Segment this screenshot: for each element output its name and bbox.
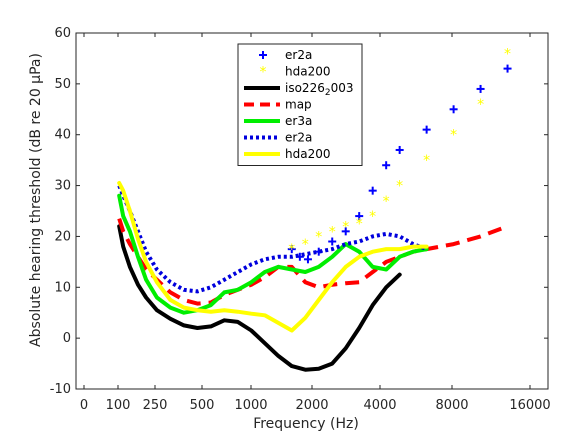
x-tick-label: 100 [106,398,131,413]
x-tick-label: 0 [80,398,88,413]
x-tick-label: 500 [190,398,215,413]
legend-label: hda200 [285,147,330,161]
data-point-star: * [477,97,484,113]
series-line [117,184,428,294]
series-line [117,224,402,372]
data-point-star: * [423,153,430,169]
x-tick-label: 8000 [435,398,468,413]
data-point-star: * [383,194,390,210]
plot-layer: * * * * * * * * * * * * * [117,46,512,372]
series-er2a-dotted [117,184,428,294]
x-tick-label: 2000 [295,398,328,413]
axes-layer: 0 100 250 500 1000 2000 4000 8000 16000 -10 0 10 20 3… [50,26,551,413]
y-tick-label: 0 [63,331,71,346]
legend-marker-star: * [260,65,267,81]
y-axis-label: Absolute hearing threshold (dB re 20 μPa… [28,53,44,347]
x-tick-label: 250 [143,398,168,413]
data-point-star: * [329,224,336,240]
y-tick-label: -10 [50,382,71,397]
y-tick-label: 20 [54,229,71,244]
legend-box [237,43,363,166]
data-point-star: * [342,219,349,235]
x-tick-label: 1000 [234,398,267,413]
legend-label: map [285,98,312,112]
data-point-star: * [396,179,403,195]
data-point-star: * [356,217,363,233]
y-tick-label: 30 [54,179,71,194]
legend-sample: * [260,65,267,81]
data-point-star: * [504,46,511,62]
legend-label: er3a [285,114,312,128]
y-tick-label: 10 [54,280,71,295]
series-iso226_2003-line [117,224,402,372]
data-point-star: * [302,237,309,253]
series-line [117,193,429,315]
legend-label: hda200 [285,65,330,79]
legend-sample [259,51,267,59]
data-point-star: * [288,242,295,258]
series-hda200-line [117,181,429,333]
series-hda200-markers-star: * * * * * * * * * * * * * [288,46,511,258]
x-tick-label: 4000 [363,398,396,413]
y-tick-label: 50 [54,77,71,92]
x-tick-label: 16000 [509,398,550,413]
y-tick-label: 40 [54,128,71,143]
legend-label: er2a [285,131,312,145]
data-point-star: * [369,209,376,225]
legend-label: er2a [285,48,312,62]
y-tick-label: 60 [54,26,71,41]
legend-label: iso2262003 [285,81,353,98]
data-point-star: * [450,128,457,144]
data-point-star: * [315,229,322,245]
series-er3a-line [117,193,429,315]
x-axis-label: Frequency (Hz) [253,416,359,432]
series-line [117,181,429,333]
